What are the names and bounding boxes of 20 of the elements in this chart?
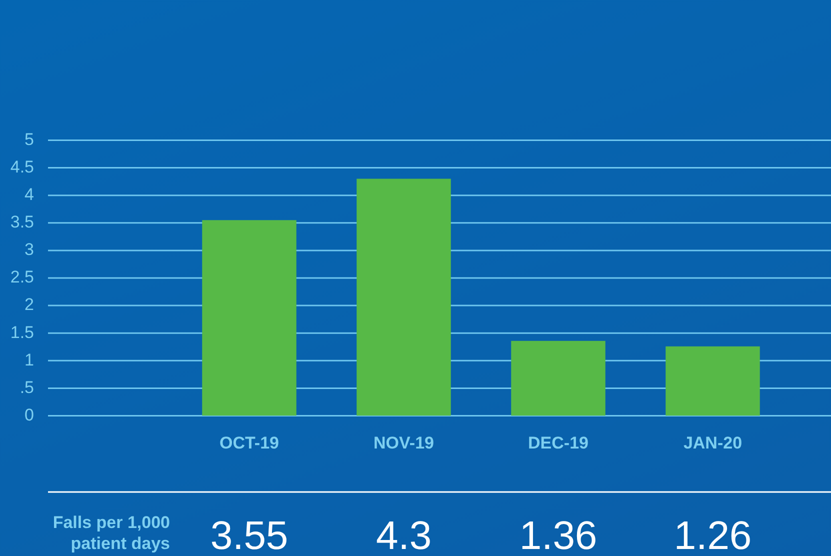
y-tick-label: 3 [24,240,34,260]
x-tick-label: DEC-19 [528,434,588,453]
data-label: 3.55 [210,514,288,556]
x-tick-label: JAN-20 [683,434,742,453]
data-label: 1.36 [519,514,598,556]
text: Falls per 1,000 patient days [52,513,170,553]
x-tick-label: OCT-19 [219,434,280,453]
y-tick-label: 4 [24,185,34,204]
y-tick-label: 2.5 [10,268,34,287]
y-tick-label: 0 [24,405,34,424]
y-tick-label: .5 [20,378,34,397]
y-tick-label: 2 [24,295,34,314]
y-tick-label: 5 [24,130,34,149]
x-tick-label: NOV-19 [374,434,434,453]
y-tick-label: 1.5 [10,322,34,342]
data-label: 4.3 [376,514,432,556]
y-tick-label: 4.5 [10,157,34,176]
y-tick-label: 3.5 [10,212,34,232]
data-label: 1.26 [674,514,752,556]
y-tick-label: 1 [24,350,34,370]
